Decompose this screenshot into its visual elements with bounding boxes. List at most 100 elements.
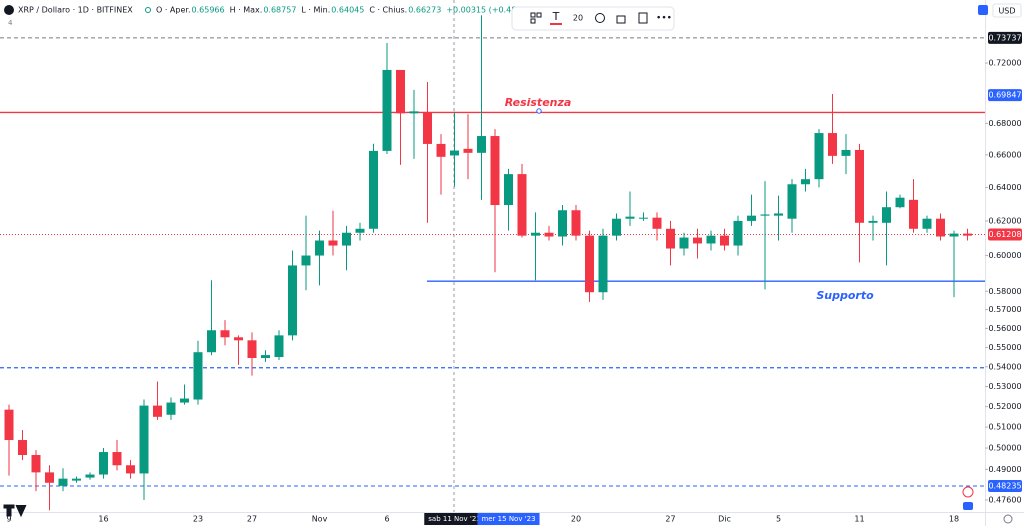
candle-body <box>531 232 540 236</box>
candle-body <box>207 330 216 353</box>
plot <box>0 15 985 511</box>
y-tick-label: 0.51000 <box>988 423 1021 432</box>
candle-body <box>328 240 338 246</box>
candle-body <box>234 337 243 341</box>
toolbar-box <box>511 6 675 31</box>
x-tick-label: Dic <box>718 515 731 524</box>
candle-body <box>801 179 810 185</box>
x-tick-label: mer 15 Nov '23 <box>481 515 535 523</box>
settings-icon[interactable] <box>978 5 988 15</box>
font-size[interactable]: 20 <box>573 14 583 23</box>
x-tick-label: 27 <box>665 515 675 524</box>
candle-body <box>463 148 473 153</box>
candle-body <box>517 174 527 236</box>
x-tick-label: 23 <box>193 515 203 524</box>
icon <box>530 18 536 24</box>
ohlc-label: C · Chius. <box>369 6 407 15</box>
candle-body <box>369 150 378 229</box>
y-tick-label: 0.52000 <box>988 402 1021 411</box>
price-label: 0.73737 <box>988 33 1021 42</box>
symbol-icon <box>4 5 14 15</box>
drawing-toolbar[interactable]: T 20 ••• <box>511 6 675 31</box>
candle-body <box>706 235 716 244</box>
delete-icon[interactable] <box>638 12 648 24</box>
candle-body <box>139 405 149 474</box>
candle-body <box>45 472 54 483</box>
x-tick-label: 5 <box>776 515 781 524</box>
ohlc-value: 0.65966 <box>192 6 225 15</box>
y-tick-label: 0.47600 <box>988 495 1021 504</box>
y-tick-label: 0.68000 <box>988 119 1021 128</box>
icon[interactable] <box>530 12 536 18</box>
y-tick-label: 0.60000 <box>988 251 1021 260</box>
candle-body <box>895 197 905 208</box>
candle-body <box>585 235 594 293</box>
candle-body <box>558 210 567 237</box>
candle-body <box>153 405 162 417</box>
candle-body <box>963 233 972 236</box>
ohlc-value: 0.68757 <box>263 6 296 15</box>
candle-body <box>504 174 513 206</box>
more-icon[interactable]: ••• <box>656 14 672 24</box>
candle-body <box>126 465 135 474</box>
candle-body <box>625 216 635 219</box>
candle-body <box>4 409 14 441</box>
x-label-box <box>424 513 485 525</box>
price-label: 0.48235 <box>988 481 1021 490</box>
candle-body <box>112 452 122 466</box>
candle-body <box>787 184 797 219</box>
lock-icon[interactable] <box>616 15 626 24</box>
change: +0.00315 (+0.48%) <box>446 6 527 15</box>
alert-icon[interactable] <box>962 486 974 498</box>
x-tick-label: 27 <box>247 515 257 524</box>
candle-body <box>720 235 729 246</box>
y-tick-label: 0.56000 <box>988 324 1021 333</box>
candle-body <box>679 237 689 249</box>
x-tick-label: 16 <box>98 515 108 524</box>
candle-body <box>936 218 945 237</box>
logo <box>3 504 27 518</box>
y-tick-label: 0.64000 <box>988 183 1021 192</box>
x-tick-label: 20 <box>571 515 581 524</box>
y-tick-label: 0.58000 <box>988 287 1021 296</box>
candle-body <box>760 214 770 216</box>
price-label-box <box>988 89 1022 102</box>
candle-body <box>166 402 176 415</box>
candle-body <box>72 478 81 481</box>
flag-icon[interactable] <box>963 502 973 510</box>
candle-body <box>193 352 203 400</box>
candle-body <box>85 474 95 478</box>
candle-body <box>288 265 297 336</box>
x-tick-label: Nov <box>312 515 328 524</box>
candle-body <box>598 235 608 293</box>
y-tick-label: 0.57000 <box>988 305 1021 314</box>
x-tick-label: 11 <box>854 515 864 524</box>
candle-body <box>490 136 500 206</box>
text-tool[interactable]: T <box>552 10 560 23</box>
currency[interactable]: USD <box>998 7 1015 16</box>
level-label: Supporto <box>816 289 874 302</box>
ohlc-value: 0.64045 <box>331 6 364 15</box>
candle-body <box>612 218 621 236</box>
candle-body <box>882 207 891 223</box>
price-label: 0.61208 <box>988 230 1021 239</box>
candle-body <box>733 220 743 246</box>
currency-box[interactable] <box>992 3 1022 18</box>
candle-body <box>909 199 918 229</box>
y-tick-label: 0.50000 <box>988 444 1021 453</box>
candle-body <box>949 233 959 237</box>
candle-body <box>382 69 392 151</box>
x-label-box <box>477 513 540 525</box>
status-dot <box>145 7 151 13</box>
candle-body <box>868 220 878 223</box>
candle-body <box>315 240 324 256</box>
settings-icon[interactable] <box>595 13 605 23</box>
candle-body <box>180 398 189 403</box>
candle-body <box>99 452 108 475</box>
candle-body <box>220 330 230 338</box>
price-label-box <box>988 31 1022 44</box>
x-tick-label: sab 11 Nov '23 <box>428 515 480 523</box>
axis-settings[interactable] <box>1003 514 1013 524</box>
y-tick-label: 0.55000 <box>988 343 1021 352</box>
